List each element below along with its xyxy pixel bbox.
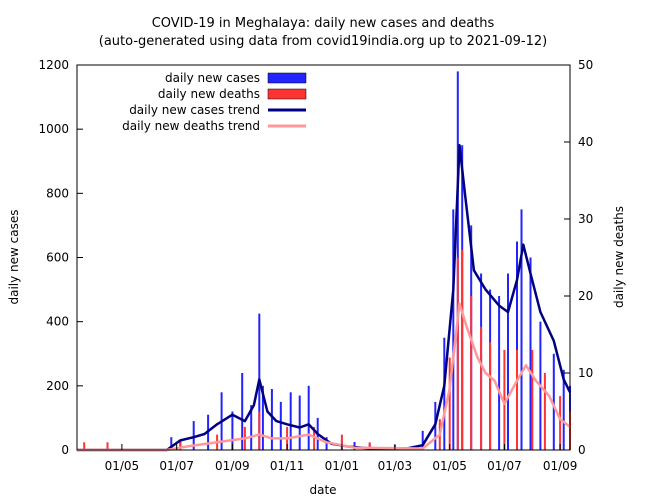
bar [562, 369, 565, 450]
y-tick-label-right: 10 [578, 366, 593, 380]
bar [313, 426, 316, 450]
y-axis-left: 0 200 400 600 800 1000 1200 [38, 58, 83, 457]
x-tick-label: 01/01 [325, 459, 360, 473]
y-axis-left-label: daily new cases [7, 209, 21, 304]
y-tick-label-right: 20 [578, 289, 593, 303]
bar [516, 241, 518, 450]
bar [258, 411, 261, 450]
bar [470, 296, 473, 450]
y-tick-label-left: 600 [46, 251, 69, 265]
y-tick-label-left: 200 [46, 379, 69, 393]
y-tick-label-right: 50 [578, 58, 593, 72]
bar [340, 434, 343, 450]
y-tick-label-left: 800 [46, 186, 69, 200]
y-tick-label-right: 40 [578, 135, 593, 149]
x-axis: 01/05 01/07 01/09 01/11 01/01 01/03 01/05 01/07… [105, 444, 578, 473]
bar [261, 385, 264, 450]
y-tick-label-left: 1200 [38, 58, 69, 72]
y-tick-label-left: 400 [46, 315, 69, 329]
legend: daily new cases daily new deaths daily new… [122, 71, 307, 133]
bar [498, 296, 501, 450]
bar [179, 442, 182, 450]
bar [368, 442, 371, 450]
bar [421, 430, 424, 451]
bar [516, 349, 518, 450]
legend-label: daily new deaths [158, 87, 260, 101]
bar [298, 395, 301, 450]
legend-label: daily new deaths trend [122, 119, 260, 133]
series-3-line [77, 302, 571, 452]
bar [452, 209, 455, 450]
bar [279, 401, 282, 450]
legend-swatch [267, 88, 307, 100]
chart-subtitle: (auto-generated using data from covid19i… [99, 34, 547, 49]
chart-title: COVID-19 in Meghalaya: daily new cases a… [152, 16, 495, 31]
bar [250, 405, 253, 450]
bar [456, 257, 459, 450]
bar [241, 373, 244, 450]
bar [448, 357, 451, 450]
x-tick-label: 01/05 [105, 459, 140, 473]
x-tick-label: 01/07 [487, 459, 522, 473]
legend-label: daily new cases trend [129, 103, 260, 117]
x-tick-label: 01/09 [543, 459, 578, 473]
bar [520, 209, 523, 450]
bar [170, 437, 173, 450]
x-tick-label: 01/09 [215, 459, 250, 473]
y-axis-right-label: daily new deaths [612, 206, 626, 308]
legend-label: daily new cases [165, 71, 260, 85]
x-tick-label: 01/11 [270, 459, 305, 473]
bar [289, 392, 292, 451]
plot-area [77, 71, 572, 452]
y-tick-label-left: 1000 [38, 122, 69, 136]
bar [325, 437, 328, 450]
x-axis-label: date [309, 483, 336, 497]
bar [192, 421, 195, 450]
bar [461, 249, 464, 450]
x-tick-label: 01/05 [432, 459, 467, 473]
bar [307, 385, 310, 450]
bar [106, 442, 109, 450]
bar [231, 411, 234, 450]
bar [529, 257, 532, 450]
legend-swatch [267, 72, 307, 84]
bar [503, 349, 506, 450]
series-2-line [77, 143, 572, 452]
bar [83, 442, 86, 450]
x-tick-label: 01/07 [159, 459, 194, 473]
bar [531, 349, 534, 450]
series-1-bars [83, 249, 571, 450]
bar [489, 342, 492, 450]
x-tick-label: 01/03 [378, 459, 413, 473]
bar [543, 373, 546, 450]
bar [443, 337, 446, 450]
y-tick-label-right: 0 [578, 443, 586, 457]
bar [559, 396, 562, 450]
y-axis-right: 0 10 20 30 40 50 [564, 58, 593, 457]
bar [480, 326, 483, 450]
bar [507, 273, 509, 450]
bar [552, 353, 555, 451]
y-tick-label-left: 0 [61, 443, 69, 457]
y-tick-label-right: 30 [578, 212, 593, 226]
bar [270, 389, 273, 450]
